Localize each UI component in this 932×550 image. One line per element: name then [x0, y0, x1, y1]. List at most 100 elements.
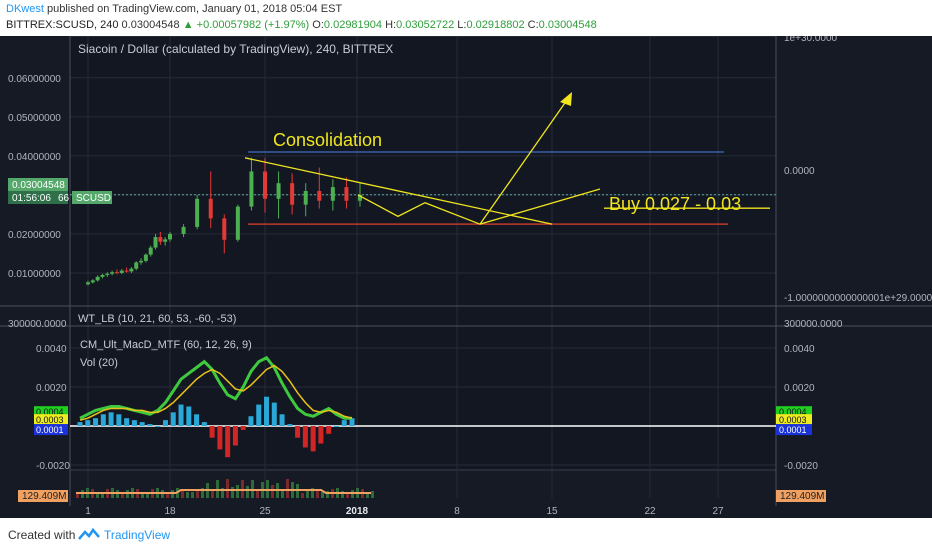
macd-histogram-bar	[77, 422, 83, 426]
candle-body[interactable]	[222, 218, 227, 240]
candle-body[interactable]	[105, 273, 110, 275]
macd-histogram-bar	[201, 422, 207, 426]
time-tick-label: 22	[644, 506, 656, 517]
volume-bar	[301, 493, 304, 498]
candle-body[interactable]	[153, 237, 158, 248]
candle-body[interactable]	[303, 190, 308, 205]
macd-value-tag-right-text: 0.0004	[779, 407, 807, 417]
price-tick-label: 0.04000000	[8, 152, 61, 163]
volume-bar	[196, 489, 199, 498]
macd-histogram-bar	[85, 420, 91, 426]
macd-value-tag-left	[34, 406, 68, 418]
candle-body[interactable]	[290, 183, 295, 205]
consolidation-label[interactable]: Consolidation	[273, 130, 382, 150]
volume-bar	[191, 492, 194, 498]
candle-body[interactable]	[143, 254, 148, 261]
tradingview-logo-icon	[78, 527, 100, 540]
candle-body[interactable]	[119, 270, 124, 273]
projected-path[interactable]	[357, 194, 481, 225]
triangle-lower-trendline[interactable]	[479, 188, 601, 225]
candle-body[interactable]	[148, 247, 153, 255]
macd-value-tag-left-text: 0.0004	[36, 407, 64, 417]
macd-histogram-bar	[147, 424, 153, 426]
symbol-tag	[72, 191, 112, 204]
macd-value-tag-right-text: 0.0001	[779, 425, 807, 435]
right-axis-label: 1e+30.0000	[784, 36, 838, 44]
candle-body[interactable]	[90, 280, 95, 283]
time-tick-label: 1	[85, 506, 91, 517]
volume-bar	[286, 479, 289, 498]
volume-bar	[256, 490, 259, 498]
candle-body[interactable]	[139, 260, 144, 263]
chart-stage[interactable]: Siacoin / Dollar (calculated by TradingV…	[0, 33, 932, 518]
candle-body[interactable]	[249, 171, 254, 207]
price-tick-label: 0.06000000	[8, 74, 61, 85]
buy-zone-label[interactable]: Buy 0.027 - 0.03	[609, 194, 741, 214]
publish-info: published on TradingView.com, January 01…	[46, 3, 343, 15]
candle-body[interactable]	[181, 226, 186, 234]
macd-value-tag-left-text: 0.0001	[36, 425, 64, 435]
signal-line[interactable]	[79, 364, 353, 421]
macd-histogram-bar	[264, 396, 270, 426]
volume-bar	[166, 494, 169, 498]
breakout-arrow[interactable]	[479, 99, 568, 225]
wt-tick-label-right: 300000.0000	[784, 319, 843, 330]
candle-body[interactable]	[263, 171, 267, 199]
footer: Created with TradingView	[0, 518, 932, 550]
symbol-tag-text: SCUSD	[76, 193, 111, 204]
candle-body[interactable]	[129, 268, 134, 272]
author-link[interactable]: DKwest	[6, 3, 44, 15]
volume-indicator-title: Vol (20)	[80, 357, 118, 369]
macd-tick-label: 0.0040	[36, 344, 67, 355]
candle-body[interactable]	[276, 183, 281, 199]
macd-histogram-bar	[155, 426, 161, 427]
candle-body[interactable]	[134, 262, 139, 269]
macd-value-tag-right	[776, 406, 812, 418]
candle-body[interactable]	[163, 239, 168, 242]
macd-histogram-bar	[302, 426, 308, 448]
volume-bar	[246, 486, 249, 498]
candle-body[interactable]	[358, 194, 362, 201]
macd-value-tag-right	[776, 424, 812, 436]
candle-body[interactable]	[330, 187, 335, 201]
volume-bar	[346, 493, 349, 498]
volume-bar	[121, 494, 124, 498]
candle-body[interactable]	[114, 272, 119, 274]
candle-body[interactable]	[317, 190, 322, 201]
macd-histogram-bar	[116, 414, 122, 426]
macd-tick-label-right: 0.0020	[784, 383, 815, 394]
macd-histogram-bar	[162, 420, 168, 426]
candle-body[interactable]	[195, 198, 200, 227]
countdown-text: 01:56:06	[12, 193, 51, 204]
candle-body[interactable]	[208, 198, 213, 219]
candle-body[interactable]	[158, 237, 163, 242]
macd-tick-label: -0.0020	[36, 461, 70, 472]
macd-histogram-bar	[279, 414, 285, 426]
chart-svg[interactable]: Siacoin / Dollar (calculated by TradingV…	[0, 33, 932, 518]
tradingview-link[interactable]: TradingView	[104, 528, 171, 542]
volume-tag-right	[776, 490, 826, 502]
triangle-upper-trendline[interactable]	[244, 157, 553, 225]
candle-body[interactable]	[124, 270, 129, 272]
macd-value-tag-right-text: 0.0003	[779, 415, 807, 425]
volume-bar	[101, 492, 104, 498]
candle-body[interactable]	[86, 282, 90, 285]
close-value: 0.03004548	[538, 19, 597, 31]
publish-line: DKwest published on TradingView.com, Jan…	[6, 3, 342, 15]
macd-histogram-bar	[225, 426, 231, 458]
wt-tick-label: 300000.0000	[8, 319, 67, 330]
candle-body[interactable]	[95, 276, 100, 281]
volume-bar	[96, 492, 99, 498]
volume-bar	[146, 492, 149, 498]
macd-value-tag-right	[776, 414, 812, 426]
price-change: ▲ +0.00057982 (+1.97%)	[182, 19, 310, 31]
candle-body[interactable]	[168, 233, 172, 240]
high-label: H:	[385, 19, 397, 31]
candle-body[interactable]	[100, 274, 105, 277]
candle-body[interactable]	[110, 272, 115, 274]
volume-bar	[221, 488, 224, 498]
main-chart-title: Siacoin / Dollar (calculated by TradingV…	[78, 42, 393, 56]
last-price-tag	[8, 178, 68, 191]
candle-body[interactable]	[235, 206, 240, 240]
candle-body[interactable]	[344, 187, 349, 201]
